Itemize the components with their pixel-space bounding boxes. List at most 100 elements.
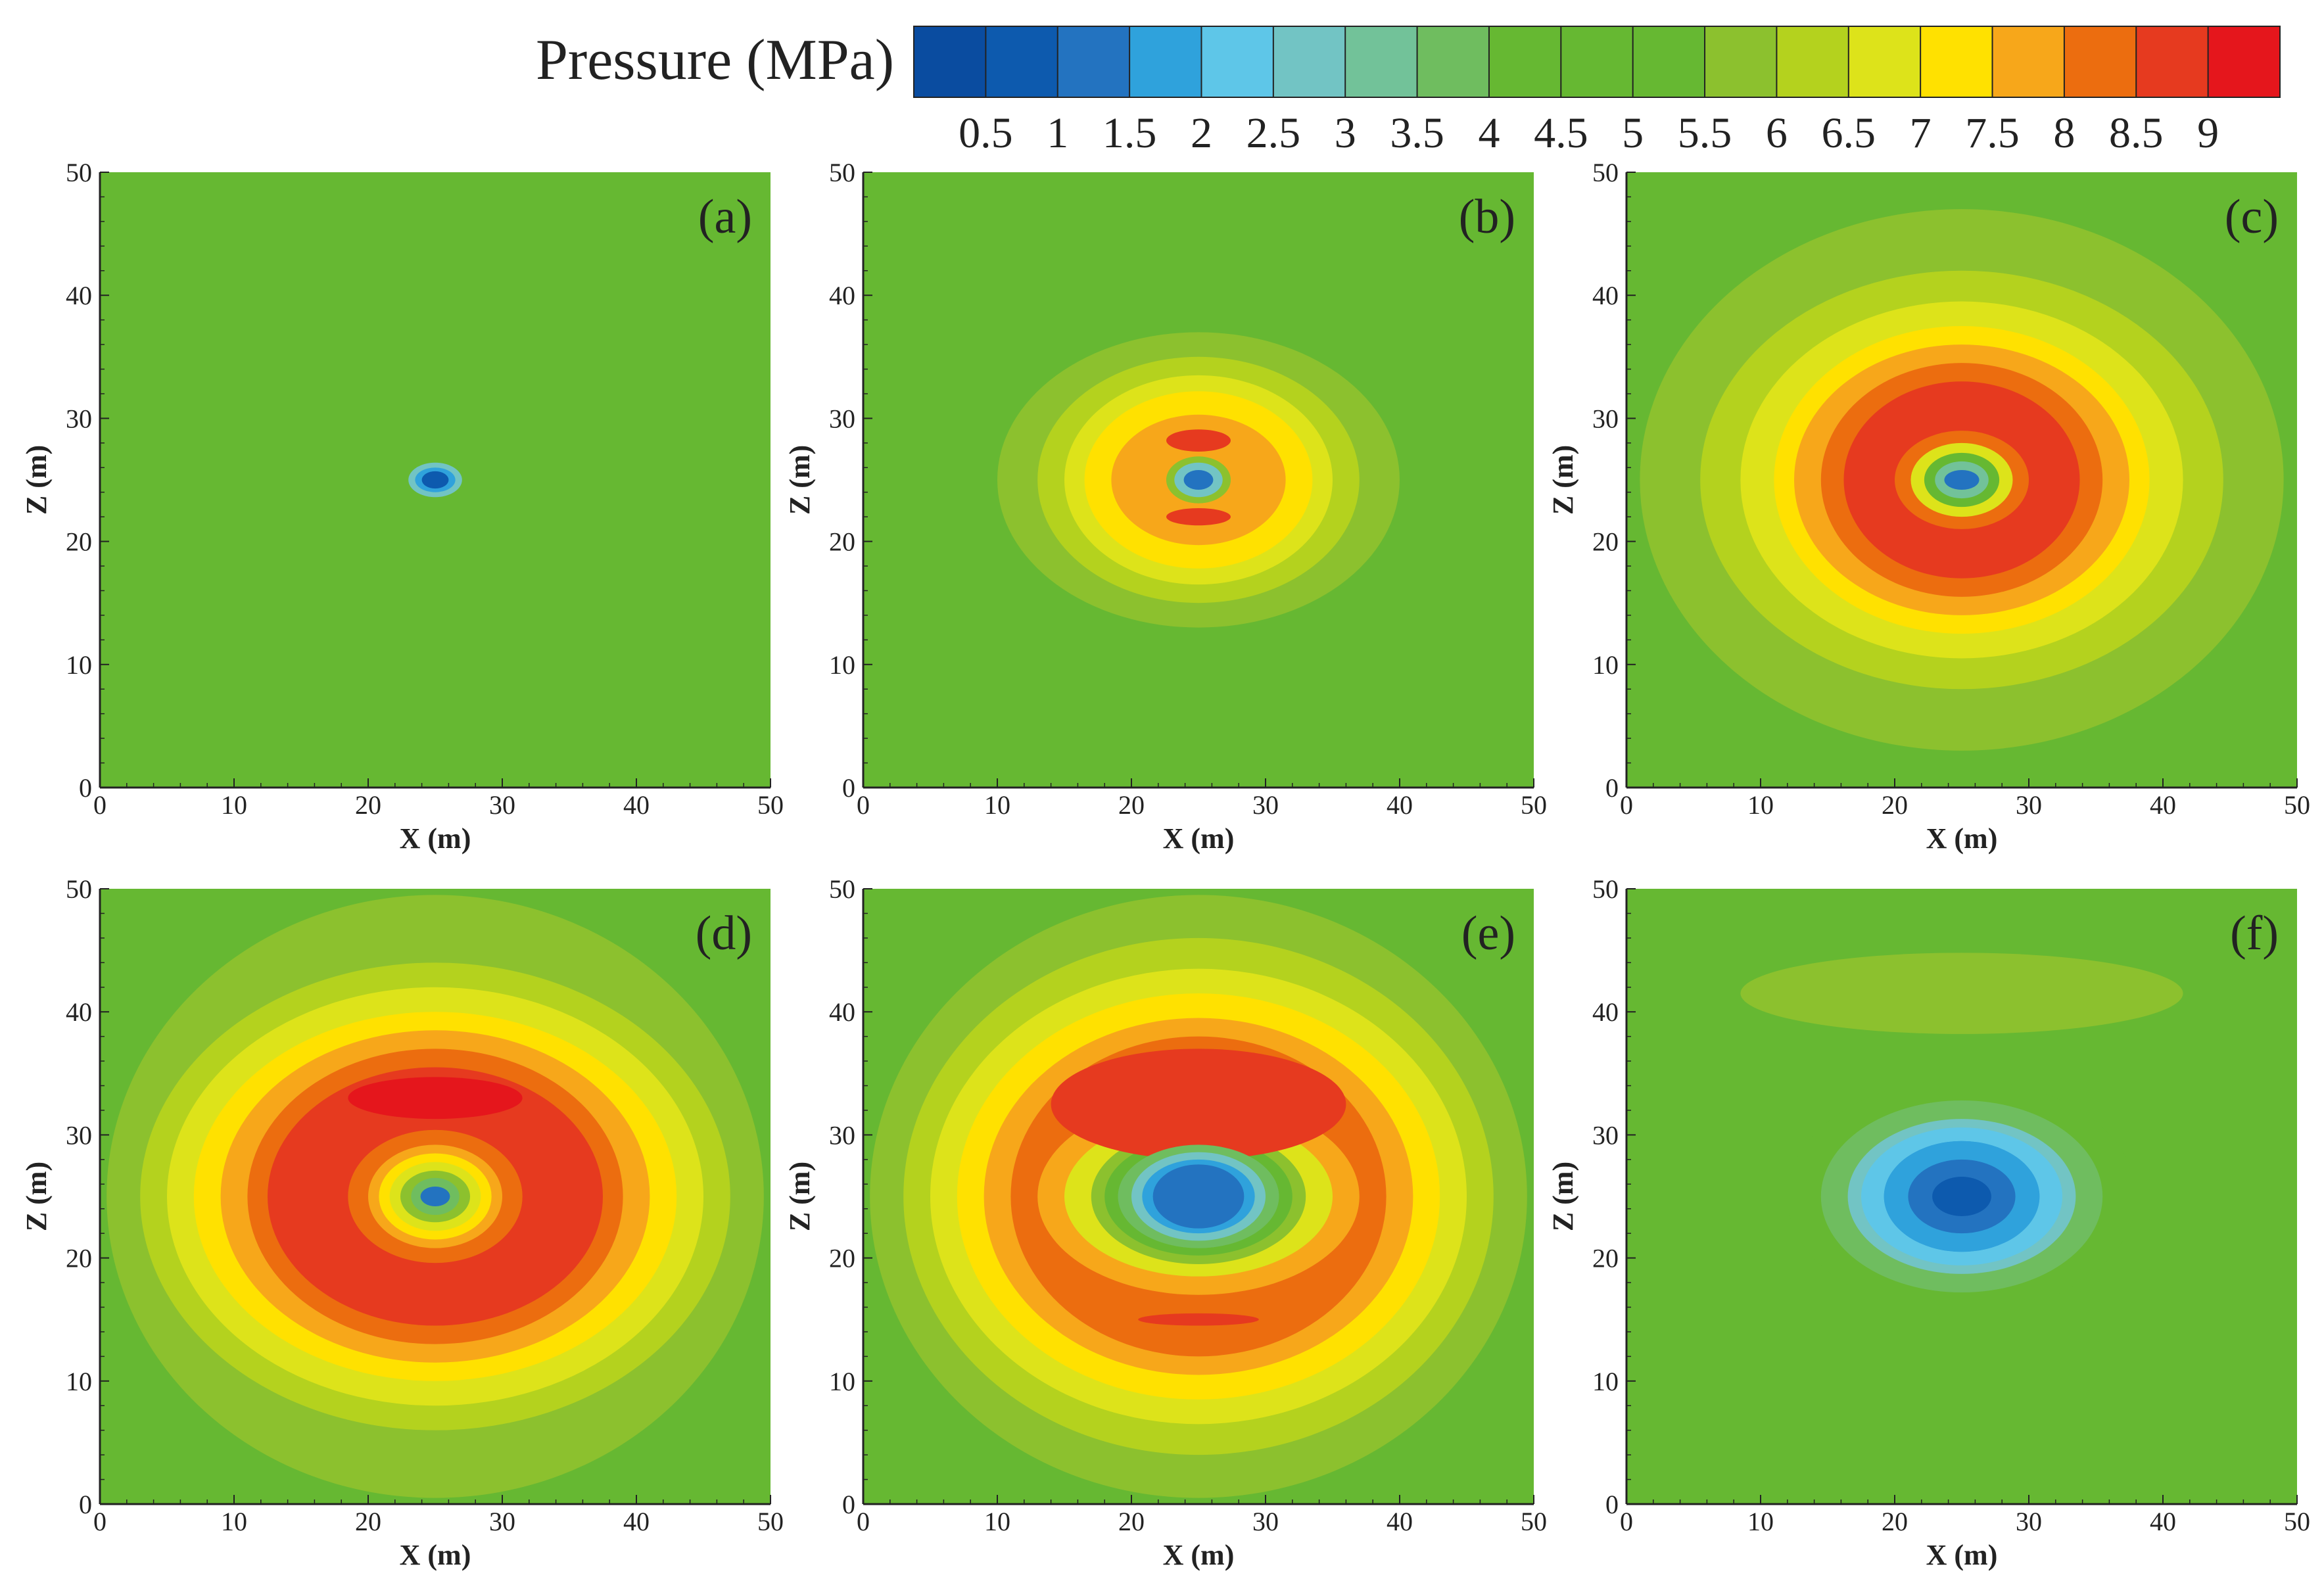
z-tick-label: 50 — [66, 158, 92, 187]
legend-tick-label: 4 — [1478, 109, 1500, 157]
legend-swatch — [1417, 26, 1490, 97]
pressure-contour-band — [1944, 470, 1980, 490]
legend-swatch — [1129, 26, 1202, 97]
x-tick-label: 10 — [1747, 790, 1774, 820]
pressure-lobe — [1138, 1313, 1259, 1326]
legend-tick-label: 7 — [1910, 109, 1932, 157]
x-tick-label: 40 — [623, 1507, 650, 1536]
legend-swatch — [2208, 26, 2281, 97]
z-tick-label: 40 — [829, 997, 855, 1027]
x-tick-label: 30 — [2016, 790, 2042, 820]
x-tick-label: 40 — [1387, 790, 1413, 820]
x-tick-label: 50 — [757, 1507, 784, 1536]
legend-swatch — [1273, 26, 1346, 97]
legend-tick-label: 2.5 — [1246, 109, 1301, 157]
x-tick-label: 50 — [757, 790, 784, 820]
panel-c: 0 10 20 30 40 50 0 10 20 30 40 50 X (m) Z (m) (c) — [1547, 158, 2310, 855]
x-tick-label: 20 — [355, 790, 381, 820]
z-tick-label: 30 — [829, 404, 855, 433]
legend-swatch — [1201, 26, 1274, 97]
x-axis-label: X (m) — [1926, 1539, 1998, 1571]
legend-tick-label: 0.5 — [959, 109, 1013, 157]
legend-swatch — [1561, 26, 1634, 97]
legend-tick-label: 5.5 — [1678, 109, 1732, 157]
z-tick-label: 50 — [1592, 158, 1619, 187]
z-tick-label: 0 — [79, 773, 92, 803]
z-tick-label: 10 — [66, 650, 92, 680]
legend-swatch — [1705, 26, 1777, 97]
z-axis-label: Z (m) — [784, 1162, 816, 1231]
x-axis-label: X (m) — [1163, 1539, 1235, 1571]
x-tick-label: 40 — [623, 790, 650, 820]
legend-swatch — [1057, 26, 1130, 97]
legend-tick-label: 6 — [1766, 109, 1788, 157]
z-tick-label: 30 — [1592, 404, 1619, 433]
legend-swatch — [914, 26, 986, 97]
contour-field — [1626, 172, 2297, 788]
panel-label: (d) — [696, 907, 752, 960]
x-tick-label: 40 — [1387, 1507, 1413, 1536]
x-tick-label: 30 — [489, 790, 515, 820]
contour-field — [863, 172, 1534, 788]
z-tick-label: 20 — [66, 1244, 92, 1273]
z-tick-label: 0 — [842, 773, 855, 803]
pressure-lobe — [1740, 953, 2183, 1034]
z-tick-label: 50 — [66, 874, 92, 904]
legend-swatch — [1776, 26, 1849, 97]
x-tick-label: 0 — [857, 790, 870, 820]
colorbar-legend: Pressure (MPa) 0.5 1 1.5 2 2.5 3 3.5 4 4.5 5 5.5 6 6.… — [536, 26, 2281, 157]
legend-tick-label: 8 — [2053, 109, 2075, 157]
x-tick-label: 10 — [221, 790, 247, 820]
z-tick-label: 10 — [1592, 1367, 1619, 1396]
z-tick-label: 40 — [1592, 997, 1619, 1027]
z-tick-label: 10 — [1592, 650, 1619, 680]
x-tick-label: 0 — [93, 790, 107, 820]
x-tick-label: 0 — [1620, 1507, 1633, 1536]
legend-tick-label: 9 — [2197, 109, 2219, 157]
panel-label: (b) — [1459, 190, 1515, 244]
pressure-core-band — [420, 1187, 450, 1206]
x-tick-label: 30 — [1252, 790, 1279, 820]
z-tick-label: 0 — [842, 1490, 855, 1519]
z-tick-label: 0 — [79, 1490, 92, 1519]
z-tick-label: 10 — [66, 1367, 92, 1396]
x-axis-label: X (m) — [400, 1539, 471, 1571]
z-tick-label: 30 — [66, 1120, 92, 1150]
contour-field — [100, 172, 771, 788]
x-tick-label: 50 — [1521, 1507, 1547, 1536]
x-axis-label: X (m) — [1926, 822, 1998, 855]
pressure-lobe — [1166, 429, 1231, 452]
x-tick-label: 20 — [355, 1507, 381, 1536]
pressure-contour-band — [421, 471, 449, 489]
z-tick-label: 10 — [829, 650, 855, 680]
x-tick-label: 20 — [1882, 790, 1908, 820]
x-tick-label: 10 — [984, 1507, 1010, 1536]
z-tick-label: 0 — [1605, 773, 1619, 803]
legend-swatch — [2064, 26, 2137, 97]
z-tick-label: 40 — [66, 997, 92, 1027]
legend-swatch — [2136, 26, 2209, 97]
z-tick-label: 40 — [1592, 281, 1619, 310]
z-tick-label: 50 — [1592, 874, 1619, 904]
z-tick-label: 30 — [1592, 1120, 1619, 1150]
z-tick-label: 50 — [829, 158, 855, 187]
x-tick-label: 10 — [1747, 1507, 1774, 1536]
legend-tick-label: 3.5 — [1390, 109, 1444, 157]
pressure-lobe — [1166, 508, 1231, 526]
pressure-lobe — [1051, 1049, 1346, 1160]
x-tick-label: 50 — [1521, 790, 1547, 820]
z-axis-label: Z (m) — [20, 445, 53, 515]
z-tick-label: 30 — [829, 1120, 855, 1150]
pressure-core-band — [1183, 470, 1214, 490]
panel-label: (f) — [2230, 907, 2279, 960]
legend-swatch — [1848, 26, 1921, 97]
panel-e: 0 10 20 30 40 50 0 10 20 30 40 50 X (m) Z (m) (e) — [784, 874, 1547, 1571]
contour-field — [1626, 889, 2297, 1504]
x-tick-label: 10 — [221, 1507, 247, 1536]
z-tick-label: 20 — [829, 527, 855, 557]
pressure-lobe — [348, 1077, 523, 1120]
legend-tick-label: 5 — [1622, 109, 1644, 157]
z-tick-label: 20 — [829, 1244, 855, 1273]
panel-a: 0 10 20 30 40 50 0 10 20 30 40 50 X (m) Z (m) (a) — [20, 158, 784, 855]
panel-label: (c) — [2225, 190, 2279, 244]
